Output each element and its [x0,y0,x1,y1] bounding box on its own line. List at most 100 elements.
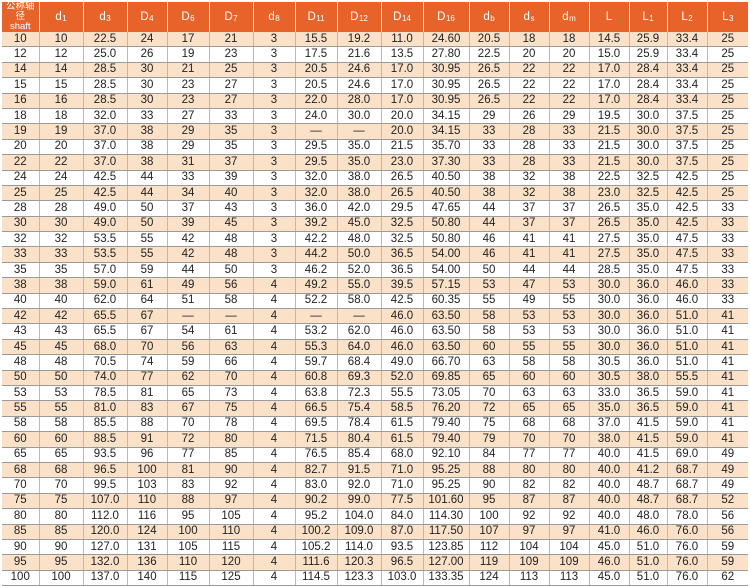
table-cell: 105 [209,508,254,525]
table-cell: 25 [707,77,748,94]
table-cell: 92 [209,477,254,494]
table-cell: 59.0 [667,385,708,402]
table-cell: 62 [167,370,210,386]
table-cell: 19 [39,123,84,140]
column-header-symbol: d [523,11,530,23]
table-cell: 54.00 [423,262,470,279]
table-cell: 28.5 [83,62,128,79]
table-cell: 41 [707,385,748,402]
table-cell: 70 [167,416,210,433]
table-cell: 61 [209,323,254,340]
shaft-size-cell: 58 [2,416,40,433]
column-header: L3 [707,2,748,32]
table-cell: 4 [253,323,296,340]
table-cell: 33.4 [667,46,708,63]
table-cell: 59.0 [667,400,708,417]
table-cell: 4 [253,570,296,586]
table-cell: 38 [127,154,168,171]
table-cell: 33.4 [667,32,708,48]
table-row: 70 70 99.5 103 83 92 4 83.0 92.0 71.0 95.25 90 82 82 4… [2,477,748,494]
table-cell: 42.5 [667,170,708,186]
shaft-size-cell: 85 [2,524,40,540]
table-cell: 88 [469,462,510,479]
table-cell: 95 [167,508,210,525]
table-cell: 78.5 [83,385,128,402]
table-cell: 37 [509,216,550,233]
table-cell: 37 [209,154,254,171]
table-cell: 37.30 [423,154,470,171]
table-row: 28 28 49.0 50 37 43 3 36.0 42.0 29.5 47.65 44 37 37 26… [2,200,748,217]
table-cell: 33 [127,108,168,125]
table-cell: 55 [127,231,168,248]
table-cell: 59 [167,354,210,371]
table-cell: 30.0 [629,139,668,156]
table-cell: 17.0 [589,93,630,109]
table-cell: 37 [509,200,550,217]
table-cell: 109 [549,554,590,571]
column-header-symbol: D [224,11,233,23]
table-cell: 66.70 [423,354,470,371]
table-cell: 49.0 [83,200,128,217]
shaft-size-cell: 35 [2,262,40,279]
table-cell: 55.0 [337,277,382,294]
table-cell: 3 [253,93,296,109]
shaft-size-cell: 90 [2,539,40,556]
table-cell: 87 [509,493,550,510]
table-cell: 26 [127,46,168,63]
table-cell: 29 [469,108,510,125]
table-cell: 42.5 [83,170,128,186]
table-cell: 25 [707,93,748,109]
table-cell: 50 [127,200,168,217]
table-cell: 95.2 [295,508,338,525]
table-cell: 76.0 [667,539,708,556]
table-cell: 61.5 [381,431,424,448]
table-row: 19 19 37.0 38 29 35 3— —20.0 34.15 33 28 33 21.5 30.0… [2,123,748,140]
table-cell: 33.4 [667,93,708,109]
table-cell: 23.0 [381,154,424,171]
table-cell: 4 [253,493,296,510]
table-cell: 137.0 [83,570,128,586]
shaft-size-cell: 95 [2,554,40,571]
table-cell: 60 [509,370,550,386]
table-cell: 17.0 [589,62,630,79]
table-cell: 13.5 [381,46,424,63]
table-cell: 30.0 [589,308,630,325]
table-cell: 107.0 [83,493,128,510]
table-cell: 43 [39,323,84,340]
table-cell: 40.50 [423,185,470,202]
table-cell: 29 [167,139,210,156]
column-header: L2 [667,2,708,32]
table-cell: 45 [39,339,84,356]
column-header-symbol: d [55,11,62,23]
shaft-size-cell: 55 [2,400,40,417]
table-row: 85 85 120.0 124 100 110 4 100.2 109.0 87.0 117.50 1… [2,524,748,540]
table-cell: 80 [209,431,254,448]
table-cell: 20.0 [381,123,424,140]
table-cell: 54 [167,323,210,340]
table-cell: 88.5 [83,431,128,448]
table-cell: 96 [127,447,168,463]
shaft-size-cell: 16 [2,93,40,109]
table-cell: 32.0 [295,185,338,202]
table-cell: 95.25 [423,477,470,494]
table-cell: 27 [209,77,254,94]
table-cell: 24.6 [337,77,382,94]
table-cell: 84.0 [381,508,424,525]
table-cell: 42.5 [83,185,128,202]
table-cell: 38.0 [337,170,382,186]
table-cell: 4 [253,508,296,525]
table-cell: 36.0 [629,339,668,356]
table-cell: 83 [167,477,210,494]
column-header-symbol: L [722,11,729,23]
table-cell: 21.6 [337,46,382,63]
table-cell: 25 [707,123,748,140]
table-cell: 85.4 [337,447,382,463]
table-cell: 55.5 [381,385,424,402]
column-header-subscript: m [569,14,576,23]
table-cell: 35.0 [629,231,668,248]
table-cell: 60.35 [423,293,470,310]
table-cell: 64 [127,293,168,310]
table-cell: 22 [549,93,590,109]
table-cell: 4 [253,477,296,494]
table-row: 60 60 88.5 91 72 80 4 71.5 80.4 61.5 79.40 79 70 70 38… [2,431,748,448]
